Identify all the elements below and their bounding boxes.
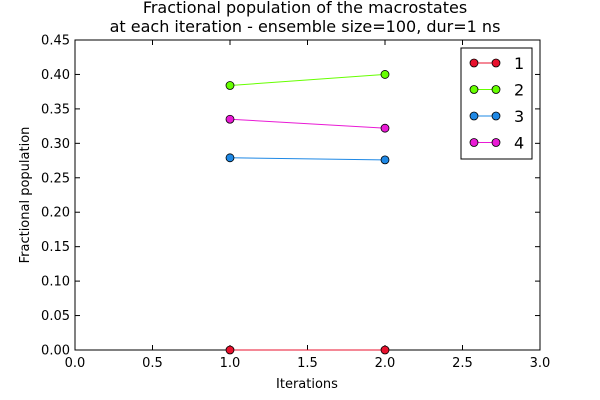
legend-marker [491, 85, 501, 94]
y-tick-label: 0.15 [41, 240, 70, 255]
legend-marker [491, 111, 501, 121]
data-point [380, 123, 390, 133]
y-tick-label: 0.25 [41, 171, 70, 186]
y-axis-ticks: 0.00 0.05 0.10 0.15 0.20 0.25 0.30 0.35 0.40 0.45 [41, 34, 540, 359]
series-line [229, 118, 386, 129]
x-tick-label: 0.5 [142, 356, 163, 371]
series-layer [225, 70, 390, 355]
chart-subtitle: at each iteration - ensemble size=100, d… [110, 17, 501, 36]
x-tick-label: 0.0 [65, 356, 86, 371]
y-tick-label: 0.05 [41, 309, 70, 324]
legend-label: 3 [514, 107, 524, 126]
x-tick-label: 1.5 [297, 356, 318, 371]
legend-marker [469, 58, 479, 68]
data-point [380, 70, 390, 79]
x-tick-label: 2.5 [452, 356, 473, 371]
legend-label: 1 [514, 54, 524, 73]
series-1 [225, 345, 390, 355]
x-tick-label: 2.0 [375, 356, 396, 371]
y-tick-label: 0.35 [41, 102, 70, 117]
y-tick-label: 0.00 [41, 344, 70, 359]
y-tick-label: 0.45 [41, 34, 70, 49]
series-line [229, 157, 386, 161]
legend-marker [491, 58, 501, 68]
legend-marker [469, 138, 479, 147]
legend: 1 2 3 4 [460, 47, 533, 160]
legend-label: 4 [514, 134, 524, 153]
data-point [225, 153, 235, 163]
data-point [380, 345, 390, 355]
data-point [380, 155, 390, 165]
y-tick-label: 0.20 [41, 206, 70, 221]
legend-marker [469, 85, 479, 94]
x-tick-label: 1.0 [220, 356, 241, 371]
y-tick-label: 0.10 [41, 275, 70, 290]
x-axis-ticks: 0.0 0.5 1.0 1.5 2.0 2.5 3.0 [65, 40, 551, 371]
data-point [225, 81, 235, 90]
chart-title: Fractional population of the macrostates [143, 0, 467, 17]
data-point [225, 345, 235, 355]
y-axis-label: Fractional population [18, 127, 33, 264]
legend-marker [469, 111, 479, 121]
series-line [229, 73, 386, 86]
legend-item: 1 [469, 54, 524, 73]
series-2 [225, 70, 390, 90]
legend-item: 2 [469, 81, 524, 100]
legend-item: 3 [469, 107, 524, 126]
data-point [225, 114, 235, 124]
x-tick-label: 3.0 [530, 356, 551, 371]
legend-marker [491, 138, 501, 147]
y-tick-label: 0.30 [41, 137, 70, 152]
series-3 [225, 153, 390, 165]
y-tick-label: 0.40 [41, 68, 70, 83]
x-axis-label: Iterations [276, 377, 338, 392]
series-4 [225, 114, 390, 133]
legend-item: 4 [469, 134, 524, 153]
legend-label: 2 [514, 81, 524, 100]
